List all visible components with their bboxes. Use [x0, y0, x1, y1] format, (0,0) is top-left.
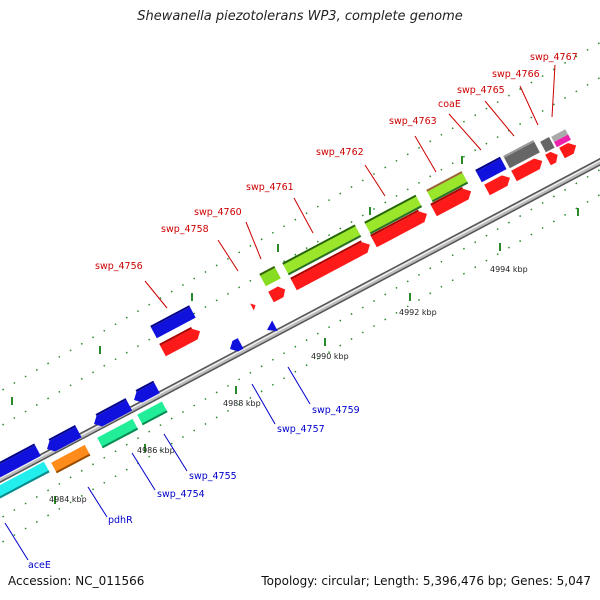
cog-bar [137, 401, 168, 426]
cog-bar [426, 171, 469, 203]
gene-arrow-swp-4754[interactable] [90, 398, 133, 429]
gene-arrow-swp-4756[interactable] [159, 324, 203, 357]
tick-row-outer-1 [0, 76, 600, 428]
tick-row-outer-2 [0, 41, 600, 393]
axis-label: 4988 kbp [223, 399, 261, 408]
gene-label-swp-4756[interactable]: swp_4756 [95, 261, 143, 272]
reverse-gene-arrows [0, 320, 278, 481]
gene-arrow-swp-4765[interactable] [511, 156, 545, 182]
axis-label: 4984 kbp [49, 495, 87, 504]
gene-label-aceE[interactable]: aceE [28, 560, 51, 571]
cog-bar [503, 139, 540, 169]
gene-arrow-swp-4766[interactable] [545, 150, 560, 166]
accession-text: Accession: NC_011566 [8, 574, 145, 588]
axis-label: 4994 kbp [490, 265, 528, 274]
reverse-gene-labels [4, 366, 311, 561]
axis-labels: 4984 kbp 4986 kbp 4988 kbp 4990 kbp 4992… [49, 265, 528, 504]
gene-label-swp-4755[interactable]: swp_4755 [189, 471, 237, 482]
gene-arrow-swp-4767[interactable] [559, 140, 579, 159]
reverse-cog-bars [0, 401, 168, 502]
gene-label-swp-4762[interactable]: swp_4762 [316, 147, 364, 158]
cog-bar [97, 418, 139, 449]
gene-arrow-swp-4757[interactable] [227, 338, 244, 354]
figure-title: Shewanella piezotolerans WP3, complete g… [137, 9, 463, 24]
cog-bar [51, 444, 91, 474]
reverse-gene-label-texts: swp_4759 swp_4757 swp_4755 swp_4754 pdhR… [28, 405, 360, 571]
gene-arrow-swp-4761[interactable] [290, 238, 373, 291]
axis-label: 4986 kbp [137, 446, 175, 455]
tick-row-inner [0, 168, 600, 520]
cog-bar [551, 129, 571, 148]
gene-label-swp-4767[interactable]: swp_4767 [530, 52, 578, 63]
cog-bar [364, 194, 423, 235]
gene-arrow-coaE[interactable] [484, 172, 513, 196]
gene-label-swp-4759[interactable]: swp_4759 [312, 405, 360, 416]
tick-row-innermost [0, 193, 600, 545]
genome-stats-text: Topology: circular; Length: 5,396,476 bp… [261, 574, 591, 588]
gene-label-coaE[interactable]: coaE [438, 99, 461, 110]
major-ticks [11, 156, 579, 504]
axis-label: 4992 kbp [399, 308, 437, 317]
gene-arrow-aceE[interactable] [0, 443, 41, 481]
gene-arrow-swp-4759[interactable] [264, 320, 278, 335]
gene-label-pdhR[interactable]: pdhR [108, 515, 133, 526]
gene-label-swp-4761[interactable]: swp_4761 [246, 182, 294, 193]
gene-label-swp-4763[interactable]: swp_4763 [389, 116, 437, 127]
gene-label-swp-4757[interactable]: swp_4757 [277, 424, 325, 435]
cog-bar [0, 461, 50, 502]
gene-arrow-swp-4760[interactable] [268, 284, 288, 303]
forward-gene-labels [144, 64, 556, 309]
gene-arrow-swp-4758 [250, 303, 256, 311]
cog-bar [540, 137, 555, 153]
gene-arrow-swp-4762[interactable] [370, 207, 430, 248]
gene-arrow-swp-4755[interactable] [130, 380, 160, 406]
gene-label-swp-4758[interactable]: swp_4758 [161, 224, 209, 235]
axis-label: 4990 kbp [311, 352, 349, 361]
genome-backbone [0, 157, 600, 484]
gene-label-swp-4760[interactable]: swp_4760 [194, 207, 242, 218]
gene-label-swp-4766[interactable]: swp_4766 [492, 69, 540, 80]
forward-cog-bars [150, 129, 571, 339]
forward-gene-arrows [159, 140, 579, 357]
forward-gene-label-texts: swp_4756 swp_4758 swp_4760 swp_4761 swp_… [95, 52, 578, 272]
gene-arrow-swp-4763[interactable] [430, 184, 474, 217]
gene-label-swp-4765[interactable]: swp_4765 [457, 85, 505, 96]
cog-bar [150, 305, 196, 339]
cog-bar [282, 224, 362, 276]
cog-bar [259, 265, 281, 287]
gene-label-swp-4754[interactable]: swp_4754 [157, 489, 205, 500]
cog-bar [475, 156, 507, 183]
gene-arrow-pdhR[interactable] [43, 425, 82, 454]
